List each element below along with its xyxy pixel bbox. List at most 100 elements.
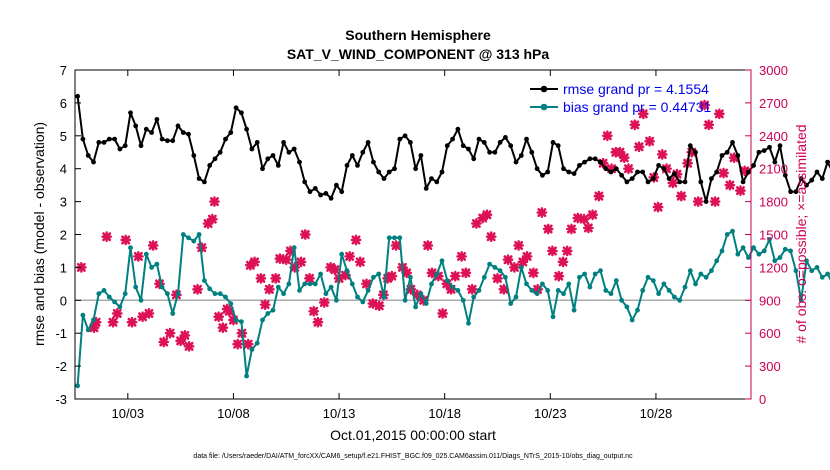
bias-point bbox=[75, 383, 80, 389]
y-tick-label: 3 bbox=[60, 195, 67, 210]
obs-assimilated-marker bbox=[232, 338, 244, 350]
bias-point bbox=[793, 268, 799, 274]
bias-point bbox=[186, 235, 191, 241]
bias-point bbox=[508, 301, 514, 306]
rmse-point bbox=[307, 189, 313, 195]
obs-assimilated-marker bbox=[304, 272, 315, 284]
obs-assimilated-marker bbox=[107, 316, 119, 328]
y-tick-label: 1 bbox=[60, 260, 67, 275]
y2-tick-label: 2700 bbox=[759, 96, 788, 111]
obs-assimilated-marker bbox=[561, 245, 573, 257]
bias-point bbox=[650, 278, 656, 283]
obs-assimilated-marker bbox=[270, 272, 282, 284]
rmse-point bbox=[360, 149, 366, 155]
rmse-point bbox=[545, 169, 551, 175]
bias-point bbox=[698, 271, 704, 277]
bias-point bbox=[587, 284, 593, 290]
obs-assimilated-marker bbox=[344, 251, 356, 262]
y2-tick-label: 900 bbox=[759, 293, 781, 308]
obs-assimilated-marker bbox=[318, 297, 330, 308]
obs-assimilated-marker bbox=[542, 223, 554, 235]
obs-assimilated-marker bbox=[308, 305, 320, 317]
rmse-point bbox=[439, 169, 445, 175]
bias-point bbox=[270, 307, 276, 313]
obs-assimilated-marker bbox=[158, 336, 170, 348]
bias-point bbox=[117, 304, 123, 310]
y-tick-label: 5 bbox=[60, 129, 67, 144]
rmse-point bbox=[75, 93, 80, 99]
bias-point bbox=[819, 274, 825, 280]
rmse-point bbox=[207, 163, 213, 168]
bias-point bbox=[540, 281, 545, 287]
bias-point bbox=[455, 288, 461, 293]
bias-point bbox=[159, 284, 165, 290]
y2-tick-label: 600 bbox=[759, 326, 781, 341]
rmse-point bbox=[582, 159, 587, 165]
obs-assimilated-marker bbox=[498, 283, 510, 295]
chart-subtitle: SAT_V_WIND_COMPONENT @ 313 hPa bbox=[287, 46, 550, 62]
rmse-point bbox=[312, 186, 318, 191]
data-file-footnote: data file: /Users/raeder/DAI/ATM_forcXX/… bbox=[193, 453, 633, 460]
obs-assimilated-marker bbox=[485, 231, 497, 243]
rmse-point bbox=[730, 140, 735, 145]
rmse-point bbox=[772, 159, 778, 165]
y-tick-label: -3 bbox=[55, 392, 67, 407]
bias-point bbox=[703, 274, 709, 280]
bias-point bbox=[656, 291, 661, 297]
obs-assimilated-marker bbox=[456, 251, 467, 262]
bias-point bbox=[571, 307, 577, 313]
obs-assimilated-marker bbox=[466, 283, 478, 295]
bias-point bbox=[534, 291, 540, 297]
bias-point bbox=[709, 268, 714, 274]
bias-point bbox=[254, 340, 260, 346]
rmse-point bbox=[143, 126, 149, 132]
y2-axis-label: # of obs: o=possible; ×=assimilated bbox=[793, 124, 809, 343]
rmse-point bbox=[577, 163, 582, 168]
bias-point bbox=[233, 317, 239, 323]
obs-assimilated-marker bbox=[242, 338, 254, 350]
rmse-point bbox=[761, 148, 767, 154]
rmse-point bbox=[106, 136, 112, 142]
bias-point bbox=[381, 294, 387, 300]
rmse-point bbox=[503, 135, 508, 140]
obs-assimilated-marker bbox=[601, 130, 613, 142]
rmse-point bbox=[270, 153, 276, 158]
rmse-point bbox=[239, 110, 244, 116]
bias-point bbox=[196, 232, 202, 237]
bias-point bbox=[582, 271, 587, 277]
bias-point bbox=[244, 373, 250, 379]
bias-point bbox=[603, 288, 609, 293]
series-layer bbox=[75, 93, 830, 389]
bias-point bbox=[96, 291, 102, 297]
rmse-point bbox=[444, 143, 450, 149]
x-axis-label: Oct.01,2015 00:00:00 start bbox=[330, 427, 496, 443]
rmse-point bbox=[619, 172, 624, 178]
rmse-point bbox=[666, 176, 672, 182]
bias-point bbox=[635, 307, 640, 313]
obs-assimilated-marker bbox=[724, 179, 736, 191]
bias-point bbox=[756, 251, 762, 257]
bias-point bbox=[640, 288, 646, 293]
bias-point bbox=[101, 288, 107, 293]
bias-point bbox=[809, 268, 815, 274]
bias-point bbox=[223, 294, 228, 300]
rmse-point bbox=[677, 179, 683, 185]
obs-assimilated-marker bbox=[644, 135, 655, 147]
rmse-point bbox=[592, 156, 598, 162]
bias-point bbox=[239, 319, 244, 325]
rmse-point bbox=[149, 130, 155, 135]
rmse-point bbox=[291, 146, 297, 152]
obs-assimilated-marker bbox=[633, 141, 645, 153]
obs-assimilated-marker bbox=[312, 316, 324, 328]
obs-assimilated-marker bbox=[709, 196, 721, 208]
rmse-point bbox=[339, 189, 345, 195]
rmse-point bbox=[487, 149, 492, 155]
obs-assimilated-marker bbox=[209, 196, 220, 208]
bias-point bbox=[212, 291, 218, 297]
bias-point bbox=[592, 271, 598, 277]
bias-point bbox=[471, 294, 477, 300]
obs-assimilated-marker bbox=[536, 207, 548, 218]
bias-point bbox=[782, 246, 788, 252]
obs-assimilated-marker bbox=[547, 245, 558, 257]
